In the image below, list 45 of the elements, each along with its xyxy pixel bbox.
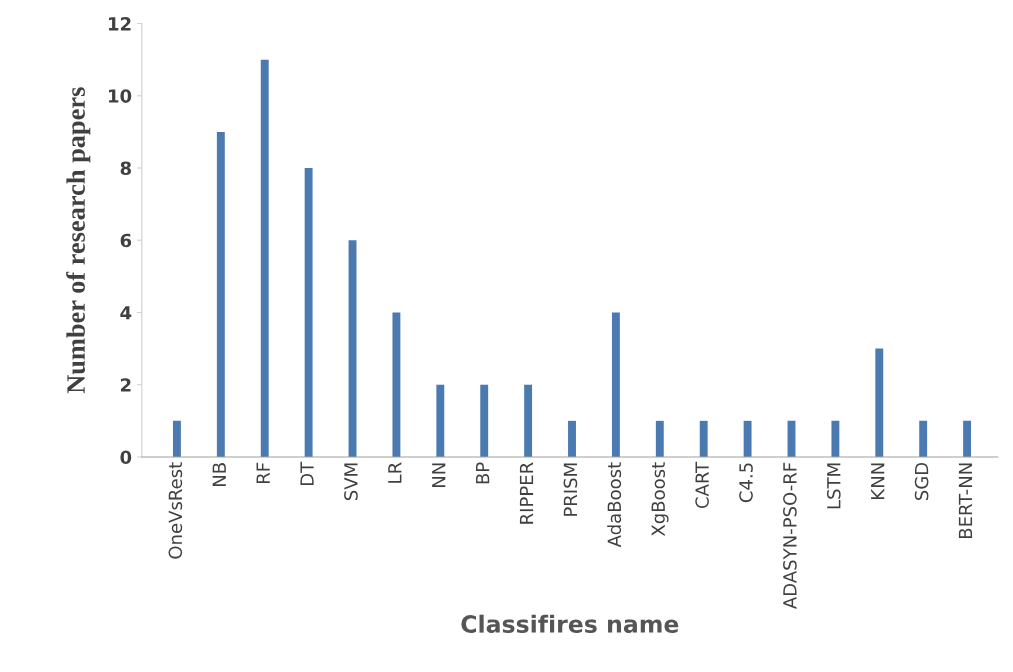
x-tick-label: NN xyxy=(432,463,446,488)
bar xyxy=(875,348,884,457)
x-tick-label: SGD xyxy=(914,462,929,500)
x-tick-label: SVM xyxy=(344,463,358,501)
bar xyxy=(743,420,752,457)
x-tick-label: AdaBoost xyxy=(607,462,622,548)
y-tick-label: 12 xyxy=(109,16,131,31)
bar xyxy=(260,59,269,457)
y-tick-label: 6 xyxy=(120,233,132,248)
bar xyxy=(699,420,708,457)
y-tick-label: 0 xyxy=(120,450,132,465)
bar xyxy=(524,384,533,457)
bar xyxy=(831,420,840,457)
x-tick-label: BERT-NN xyxy=(958,463,973,538)
x-tick-label: XgBoost xyxy=(651,462,669,537)
y-tick-label: 4 xyxy=(120,306,132,320)
x-tick-label: KNN xyxy=(871,463,885,499)
bar xyxy=(963,420,972,457)
x-tick-label: DT xyxy=(300,461,314,485)
bar xyxy=(655,420,664,457)
y-axis-title: Number of research papers xyxy=(66,87,91,394)
x-tick-label: C4.5 xyxy=(739,463,753,503)
x-tick-label: LSTM xyxy=(826,463,841,509)
x-tick-label: CART xyxy=(695,461,709,509)
bar xyxy=(216,131,225,457)
y-tick-label: 8 xyxy=(120,161,131,176)
x-tick-label: LR xyxy=(388,462,402,483)
x-tick-label: RF xyxy=(256,462,270,483)
bar xyxy=(436,384,445,457)
x-tick-label: OneVsRest xyxy=(168,462,183,559)
x-axis-title: Classifires name xyxy=(461,614,679,633)
x-tick-label: ADASYN-PSO-RF xyxy=(783,462,797,609)
bar xyxy=(304,168,313,457)
bar xyxy=(392,312,401,457)
bar xyxy=(919,420,928,457)
bar xyxy=(172,420,181,457)
x-tick-label: NB xyxy=(212,463,226,486)
bar xyxy=(480,384,489,457)
y-tick-label: 2 xyxy=(120,378,131,392)
x-tick-label: RIPPER xyxy=(519,462,534,524)
y-tick-label: 10 xyxy=(109,89,132,103)
bar xyxy=(611,312,620,457)
x-tick-label: PRISM xyxy=(563,463,578,516)
x-tick-label: BP xyxy=(476,462,490,484)
bar xyxy=(568,420,576,457)
